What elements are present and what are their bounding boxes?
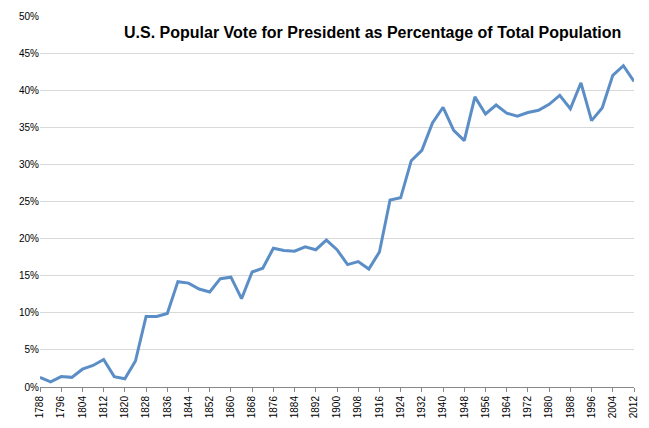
svg-text:10%: 10%	[19, 307, 39, 318]
svg-text:1796: 1796	[55, 396, 66, 419]
svg-text:25%: 25%	[19, 196, 39, 207]
svg-text:2012: 2012	[628, 396, 639, 419]
svg-text:1916: 1916	[374, 396, 385, 419]
svg-text:45%: 45%	[19, 48, 39, 59]
svg-text:1932: 1932	[416, 396, 427, 419]
svg-text:1988: 1988	[565, 396, 576, 419]
svg-text:1956: 1956	[480, 396, 491, 419]
svg-text:1940: 1940	[437, 396, 448, 419]
svg-text:1908: 1908	[352, 396, 363, 419]
svg-text:1836: 1836	[162, 396, 173, 419]
svg-text:40%: 40%	[19, 85, 39, 96]
svg-text:1996: 1996	[586, 396, 597, 419]
svg-text:15%: 15%	[19, 270, 39, 281]
svg-text:1948: 1948	[459, 396, 470, 419]
svg-text:1868: 1868	[246, 396, 257, 419]
svg-text:1788: 1788	[34, 396, 45, 419]
svg-text:1860: 1860	[225, 396, 236, 419]
svg-text:5%: 5%	[25, 344, 40, 355]
svg-text:30%: 30%	[19, 159, 39, 170]
svg-text:1924: 1924	[395, 396, 406, 419]
svg-text:20%: 20%	[19, 233, 39, 244]
svg-text:1844: 1844	[183, 396, 194, 419]
svg-text:50%: 50%	[19, 11, 39, 22]
svg-text:1972: 1972	[522, 396, 533, 419]
svg-text:1900: 1900	[331, 396, 342, 419]
svg-text:2004: 2004	[607, 396, 618, 419]
svg-text:1852: 1852	[204, 396, 215, 419]
svg-text:1828: 1828	[140, 396, 151, 419]
svg-text:U.S. Popular Vote for Presiden: U.S. Popular Vote for President as Perce…	[124, 24, 621, 41]
svg-text:1812: 1812	[98, 396, 109, 419]
svg-text:35%: 35%	[19, 122, 39, 133]
svg-text:1884: 1884	[289, 396, 300, 419]
svg-text:1820: 1820	[119, 396, 130, 419]
svg-text:1892: 1892	[310, 396, 321, 419]
svg-text:1804: 1804	[77, 396, 88, 419]
svg-text:1980: 1980	[543, 396, 554, 419]
svg-text:1876: 1876	[268, 396, 279, 419]
svg-text:0%: 0%	[25, 382, 40, 393]
svg-text:1964: 1964	[501, 396, 512, 419]
